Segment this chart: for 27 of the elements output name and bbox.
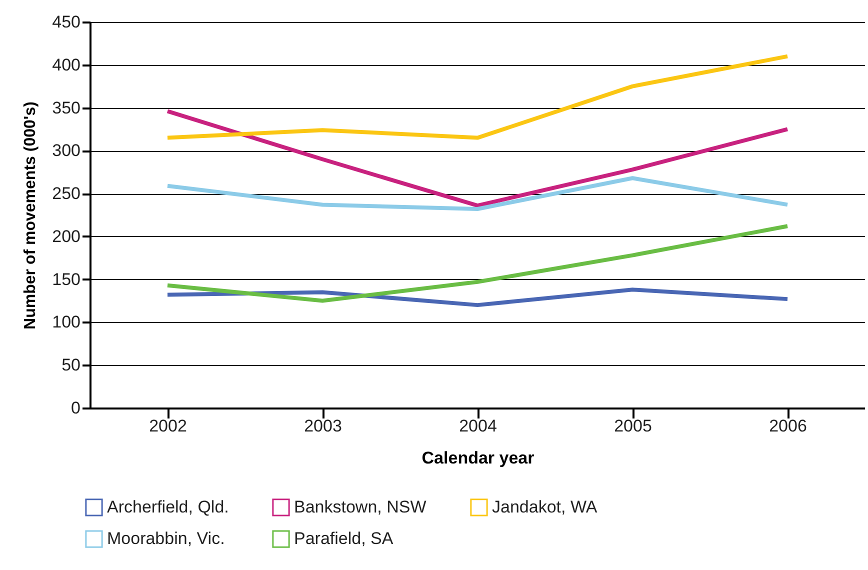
y-tick-label: 450 xyxy=(52,12,80,32)
y-tick-label: 50 xyxy=(62,356,80,375)
line-series xyxy=(166,224,790,303)
y-tick-label: 200 xyxy=(52,226,80,246)
x-axis-title: Calendar year xyxy=(422,448,535,468)
line-series xyxy=(166,54,790,140)
legend-label: Parafield, SA xyxy=(294,529,394,548)
y-tick-label: 150 xyxy=(52,270,80,289)
x-tick-label: 2003 xyxy=(304,416,342,436)
x-tick-label: 2002 xyxy=(149,416,187,436)
legend-label: Moorabbin, Vic. xyxy=(107,529,225,548)
line-series xyxy=(166,176,790,211)
y-tick-label: 350 xyxy=(52,98,80,118)
y-axis-title: Number of movements (000's) xyxy=(22,102,40,330)
x-tick-label: 2006 xyxy=(769,416,807,436)
line-series xyxy=(166,288,790,308)
x-tick-label: 2005 xyxy=(614,416,652,436)
x-tick-label: 2004 xyxy=(459,416,497,436)
line-series xyxy=(166,109,790,208)
y-tick-label: 400 xyxy=(52,55,80,74)
y-tick-label: 100 xyxy=(52,312,80,332)
y-tick-label: 300 xyxy=(52,141,80,160)
y-tick-label: 250 xyxy=(52,184,80,204)
legend-label: Jandakot, WA xyxy=(492,497,598,516)
y-tick-label: 0 xyxy=(71,398,80,418)
legend-label: Bankstown, NSW xyxy=(294,497,426,516)
legend-label: Archerfield, Qld. xyxy=(107,497,229,516)
